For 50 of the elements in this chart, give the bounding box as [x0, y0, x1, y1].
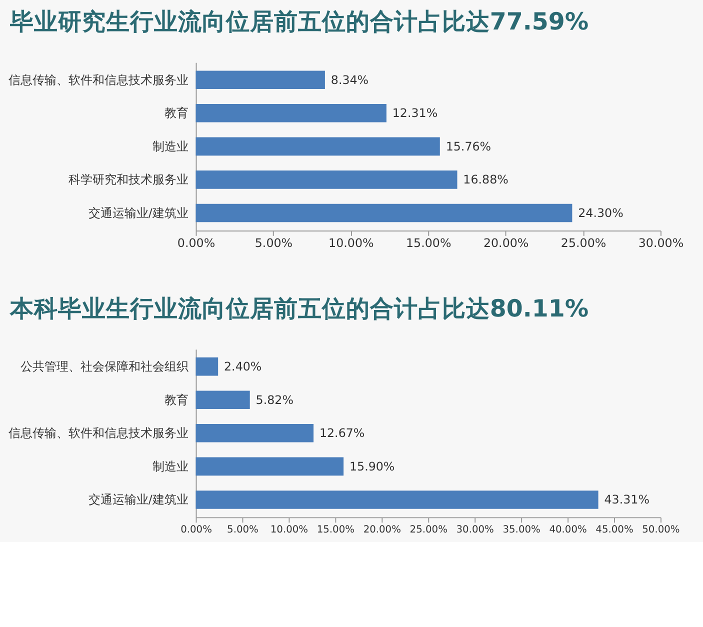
bar	[196, 390, 250, 410]
x-tick-label: 20.00%	[363, 524, 401, 536]
x-tick-label: 30.00%	[638, 236, 684, 250]
data-label: 2.40%	[224, 360, 262, 374]
bar	[196, 357, 218, 376]
x-tick-label: 15.00%	[406, 236, 452, 250]
x-tick-label: 25.00%	[410, 524, 448, 536]
bar	[196, 170, 458, 189]
y-tick-label: 公共管理、社会保障和社会组织	[20, 360, 188, 374]
x-tick-label: 5.00%	[254, 236, 293, 250]
y-tick-label: 教育	[164, 392, 188, 407]
y-tick-label: 教育	[164, 106, 188, 120]
x-tick-label: 20.00%	[483, 236, 529, 250]
x-tick-label: 5.00%	[227, 524, 258, 536]
chart-title: 本科毕业生行业流向位居前五位的合计占比达80.11%	[8, 294, 589, 322]
data-label: 15.90%	[349, 459, 395, 474]
x-tick-label: 30.00%	[456, 524, 494, 536]
x-tick-label: 50.00%	[642, 524, 680, 536]
chart-title: 毕业研究生行业流向位居前五位的合计占比达77.59%	[8, 8, 589, 36]
data-label: 43.31%	[604, 492, 650, 507]
y-tick-label: 信息传输、软件和信息技术服务业	[8, 426, 188, 440]
y-tick-label: 交通运输业/建筑业	[88, 492, 188, 507]
bar	[196, 104, 386, 122]
data-label: 15.76%	[446, 139, 492, 154]
x-tick-label: 10.00%	[270, 524, 308, 536]
y-tick-label: 制造业	[152, 139, 188, 154]
bar	[196, 457, 344, 476]
data-label: 5.82%	[256, 392, 294, 407]
x-tick-label: 25.00%	[560, 236, 606, 250]
y-tick-label: 信息传输、软件和信息技术服务业	[8, 72, 188, 87]
bar	[196, 424, 314, 442]
x-tick-label: 10.00%	[328, 236, 374, 250]
y-tick-label: 制造业	[152, 459, 188, 474]
bar	[196, 70, 325, 89]
data-label: 12.67%	[319, 426, 365, 440]
data-label: 12.31%	[392, 106, 438, 120]
x-tick-label: 0.00%	[177, 236, 216, 250]
bar	[196, 137, 440, 156]
y-tick-label: 交通运输业/建筑业	[88, 206, 188, 220]
x-tick-label: 15.00%	[316, 524, 355, 536]
y-tick-label: 科学研究和技术服务业	[68, 172, 188, 187]
x-tick-label: 45.00%	[596, 524, 634, 536]
data-label: 16.88%	[463, 172, 508, 187]
bar	[196, 204, 572, 222]
x-tick-label: 40.00%	[549, 524, 587, 536]
x-tick-label: 35.00%	[502, 524, 540, 536]
data-label: 8.34%	[330, 72, 369, 87]
bar	[196, 490, 598, 509]
x-tick-label: 0.00%	[180, 524, 212, 536]
data-label: 24.30%	[578, 206, 624, 220]
